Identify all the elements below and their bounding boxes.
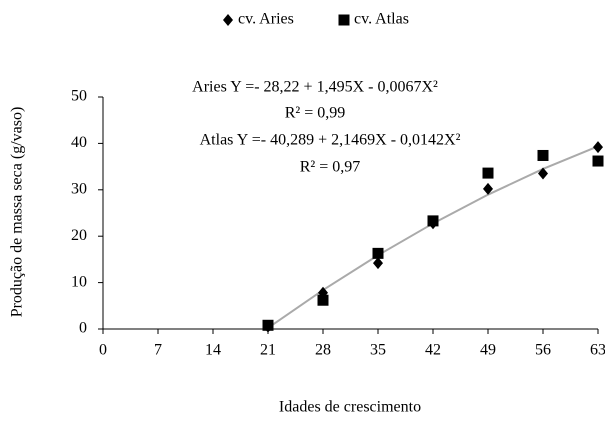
y-tick-label: 40 [71,134,87,151]
annotation: Aries Y =- 28,22 + 1,495X - 0,0067X² [192,79,438,96]
point [373,257,383,270]
x-tick-label: 21 [260,342,276,359]
legend-label: cv. Atlas [354,11,409,28]
x-tick-label: 49 [480,342,496,359]
x-tick-label: 63 [590,342,605,359]
x-tick-label: 0 [99,342,107,359]
point [592,155,604,167]
point [317,294,329,306]
point [482,167,494,179]
x-tick-label: 28 [315,342,331,359]
y-tick-label: 0 [79,320,87,337]
point [538,167,548,180]
annotation: R² = 0,97 [300,159,361,176]
legend-marker [338,14,350,26]
point [427,215,439,227]
point [262,319,274,331]
point [372,247,384,259]
annotation: R² = 0,99 [285,105,346,122]
legend-label: cv. Aries [238,11,294,28]
x-tick-label: 14 [205,342,221,359]
y-tick-label: 20 [71,227,87,244]
point [483,182,493,195]
x-tick-label: 42 [425,342,441,359]
x-axis-label: Idades de crescimento [279,399,421,416]
x-tick-label: 56 [535,342,551,359]
x-tick-label: 35 [370,342,386,359]
y-axis-label: Produção de massa seca (g/vaso) [9,107,26,318]
point [593,141,603,154]
y-tick-label: 10 [71,273,87,290]
y-tick-label: 30 [71,180,87,197]
annotation: Atlas Y =- 40,289 + 2,1469X - 0,0142X² [200,132,461,149]
y-tick-label: 50 [71,88,87,105]
point [537,149,549,161]
legend-marker [223,14,233,26]
x-tick-label: 7 [154,342,162,359]
